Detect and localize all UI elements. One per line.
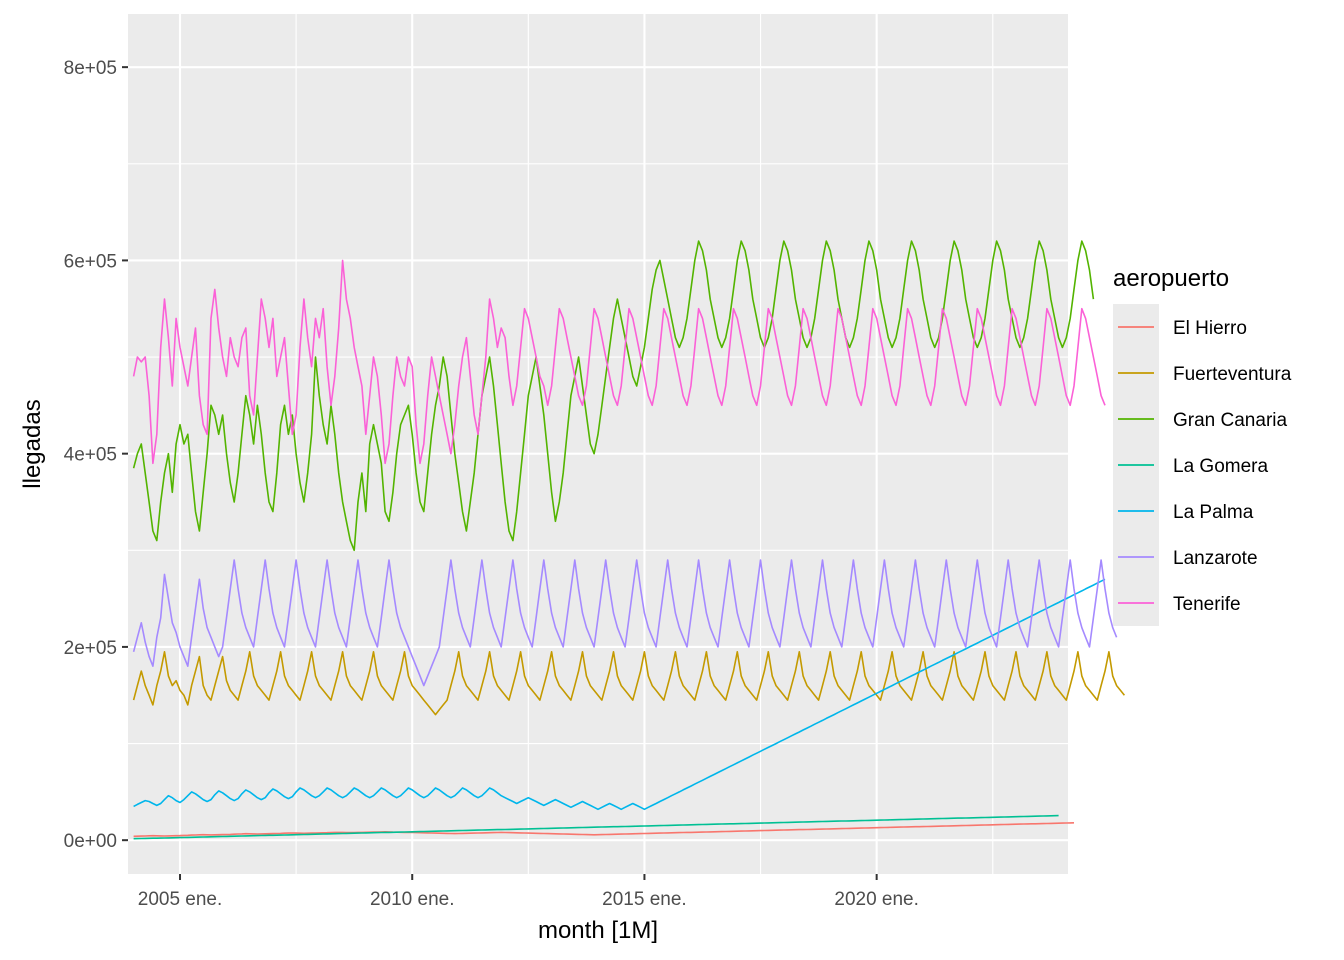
legend-label: Gran Canaria bbox=[1173, 410, 1287, 431]
legend-label: La Gomera bbox=[1173, 456, 1268, 477]
series-line-la-gomera bbox=[133, 814, 1059, 840]
series-line-fuerteventura bbox=[132, 650, 1126, 716]
series-lines bbox=[132, 240, 1126, 840]
x-tick-label: 2010 ene. bbox=[370, 889, 455, 910]
x-tick-label: 2020 ene. bbox=[834, 889, 919, 910]
legend-label: Tenerife bbox=[1173, 594, 1241, 615]
x-tick-label: 2015 ene. bbox=[602, 889, 687, 910]
minor-gridlines bbox=[128, 14, 1068, 874]
y-tick-label: 4e+05 bbox=[64, 445, 117, 466]
series-line-la-palma bbox=[133, 578, 1106, 811]
legend-label: La Palma bbox=[1173, 502, 1254, 523]
plot-panel bbox=[128, 14, 1068, 874]
series-line-el-hierro bbox=[133, 822, 1075, 838]
y-tick-label: 0e+00 bbox=[64, 831, 117, 852]
series-line-lanzarote bbox=[132, 559, 1118, 687]
legend-title: aeropuerto bbox=[1113, 265, 1229, 292]
x-tick-label: 2005 ene. bbox=[138, 889, 223, 910]
series-line-tenerife bbox=[132, 259, 1106, 465]
x-axis-title: month [1M] bbox=[538, 917, 658, 944]
y-tick-label: 2e+05 bbox=[64, 638, 117, 659]
major-gridlines bbox=[128, 14, 1068, 874]
y-tick-label: 8e+05 bbox=[64, 58, 117, 79]
y-tick-label: 6e+05 bbox=[64, 251, 117, 272]
legend-label: El Hierro bbox=[1173, 318, 1247, 339]
x-axis: 2005 ene. 2010 ene. 2015 ene. 2020 ene. bbox=[138, 874, 919, 910]
legend-label: Lanzarote bbox=[1173, 548, 1258, 569]
legend: aeropuerto El Hierro Fuerteventura Gran Ca… bbox=[1113, 265, 1292, 626]
y-axis: 0e+00 2e+05 4e+05 6e+05 8e+05 bbox=[64, 58, 128, 852]
legend-label: Fuerteventura bbox=[1173, 364, 1292, 385]
y-axis-title: llegadas bbox=[19, 399, 46, 488]
